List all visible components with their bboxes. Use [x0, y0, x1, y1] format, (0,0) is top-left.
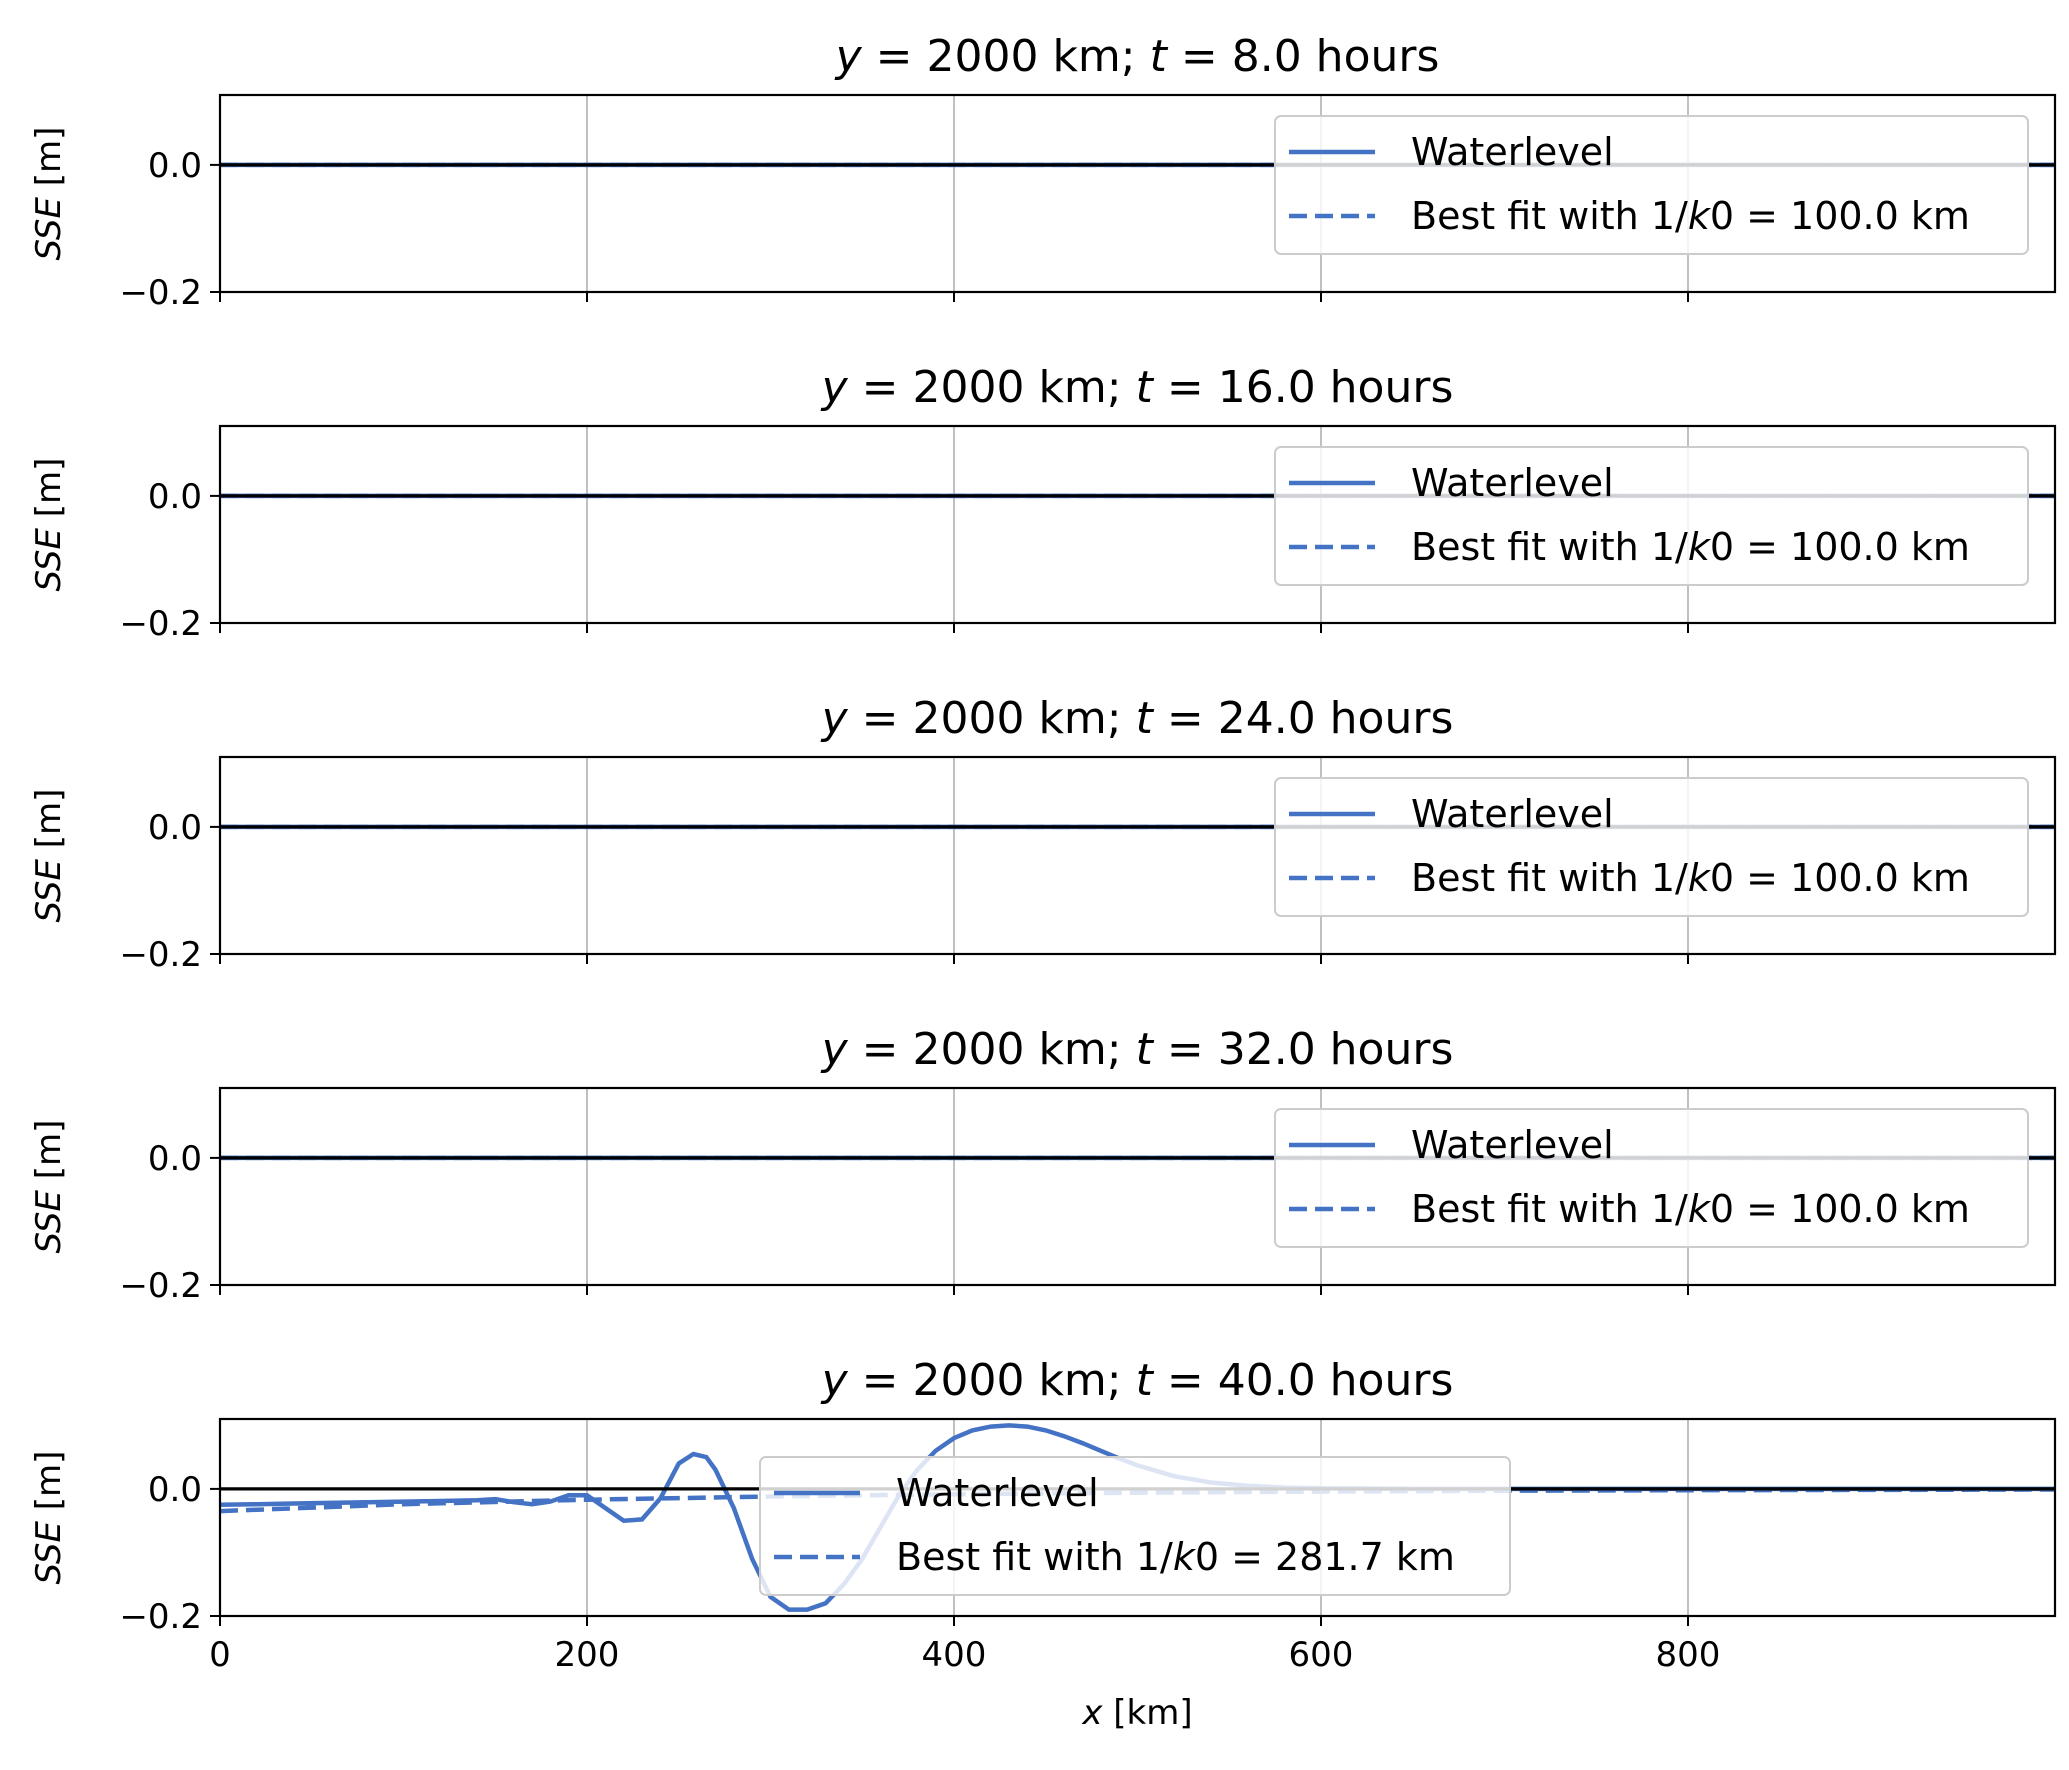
- y-tick-label: −0.2: [119, 1597, 202, 1637]
- legend-entry: Waterlevel: [896, 1471, 1099, 1515]
- y-axis-label: SSE [m]: [29, 458, 69, 592]
- legend-entry: Waterlevel: [1411, 1123, 1614, 1167]
- legend-entry: Best fit with 1/k0 = 100.0 km: [1411, 856, 1970, 900]
- x-tick-label: 200: [555, 1635, 620, 1675]
- panel-5: y = 2000 km; t = 40.0 hours −0.2 0.0 0 200 40…: [29, 1355, 2057, 1733]
- y-tick-label: −0.2: [119, 1266, 202, 1306]
- legend-box: [1274, 777, 2029, 917]
- legend-box: [759, 1456, 1511, 1596]
- y-tick-label: 0.0: [148, 477, 202, 517]
- legend-entry: Best fit with 1/k0 = 281.7 km: [896, 1535, 1455, 1579]
- panel-title: y = 2000 km; t = 16.0 hours: [820, 362, 1454, 413]
- axes-frame: [218, 93, 2057, 294]
- panel-4: y = 2000 km; t = 32.0 hours −0.2 0.0 SSE [m…: [29, 1024, 2057, 1306]
- x-tick-label: 0: [209, 1635, 231, 1675]
- x-tick-label: 800: [1656, 1635, 1721, 1675]
- legend-box: [1274, 115, 2029, 255]
- legend-entry: Waterlevel: [1411, 792, 1614, 836]
- legend: Waterlevel Best fit with 1/k0 = 100.0 km: [1274, 446, 2029, 586]
- panel-title: y = 2000 km; t = 24.0 hours: [820, 693, 1454, 744]
- legend-box: [1274, 446, 2029, 586]
- legend: Waterlevel Best fit with 1/k0 = 100.0 km: [1274, 115, 2029, 255]
- panel-2: y = 2000 km; t = 16.0 hours −0.2 0.0 SSE [m…: [29, 362, 2057, 644]
- y-tick-label: −0.2: [119, 273, 202, 313]
- axes-frame: [218, 424, 2057, 625]
- y-axis-label: SSE [m]: [29, 127, 69, 261]
- y-tick-label: 0.0: [148, 1470, 202, 1510]
- y-axis-label: SSE [m]: [29, 1451, 69, 1585]
- legend-entry: Waterlevel: [1411, 461, 1614, 505]
- legend: Waterlevel Best fit with 1/k0 = 281.7 km: [759, 1456, 1511, 1596]
- legend: Waterlevel Best fit with 1/k0 = 100.0 km: [1274, 1108, 2029, 1248]
- legend-entry: Best fit with 1/k0 = 100.0 km: [1411, 1187, 1970, 1231]
- legend-entry: Waterlevel: [1411, 130, 1614, 174]
- y-axis-label: SSE [m]: [29, 1120, 69, 1254]
- y-tick-label: 0.0: [148, 808, 202, 848]
- panel-title: y = 2000 km; t = 40.0 hours: [820, 1355, 1454, 1406]
- axes-frame: [218, 1086, 2057, 1287]
- x-tick-label: 600: [1289, 1635, 1354, 1675]
- y-tick-label: 0.0: [148, 146, 202, 186]
- panel-title: y = 2000 km; t = 8.0 hours: [834, 31, 1440, 82]
- y-axis-label: SSE [m]: [29, 789, 69, 923]
- axes-frame: [218, 755, 2057, 956]
- legend-entry: Best fit with 1/k0 = 100.0 km: [1411, 525, 1970, 569]
- panel-title: y = 2000 km; t = 32.0 hours: [820, 1024, 1454, 1075]
- panel-3: y = 2000 km; t = 24.0 hours −0.2 0.0 SSE [m…: [29, 693, 2057, 975]
- y-tick-label: −0.2: [119, 935, 202, 975]
- x-axis-label: x [km]: [1081, 1693, 1192, 1733]
- panel-1: y = 2000 km; t = 8.0 hours −0.2 0.0 SSE [m]…: [29, 31, 2057, 313]
- x-tick-label: 400: [922, 1635, 987, 1675]
- y-tick-label: 0.0: [148, 1139, 202, 1179]
- y-tick-label: −0.2: [119, 604, 202, 644]
- axes-frame: [218, 1417, 2057, 1618]
- legend-box: [1274, 1108, 2029, 1248]
- legend: Waterlevel Best fit with 1/k0 = 100.0 km: [1274, 777, 2029, 917]
- legend-entry: Best fit with 1/k0 = 100.0 km: [1411, 194, 1970, 238]
